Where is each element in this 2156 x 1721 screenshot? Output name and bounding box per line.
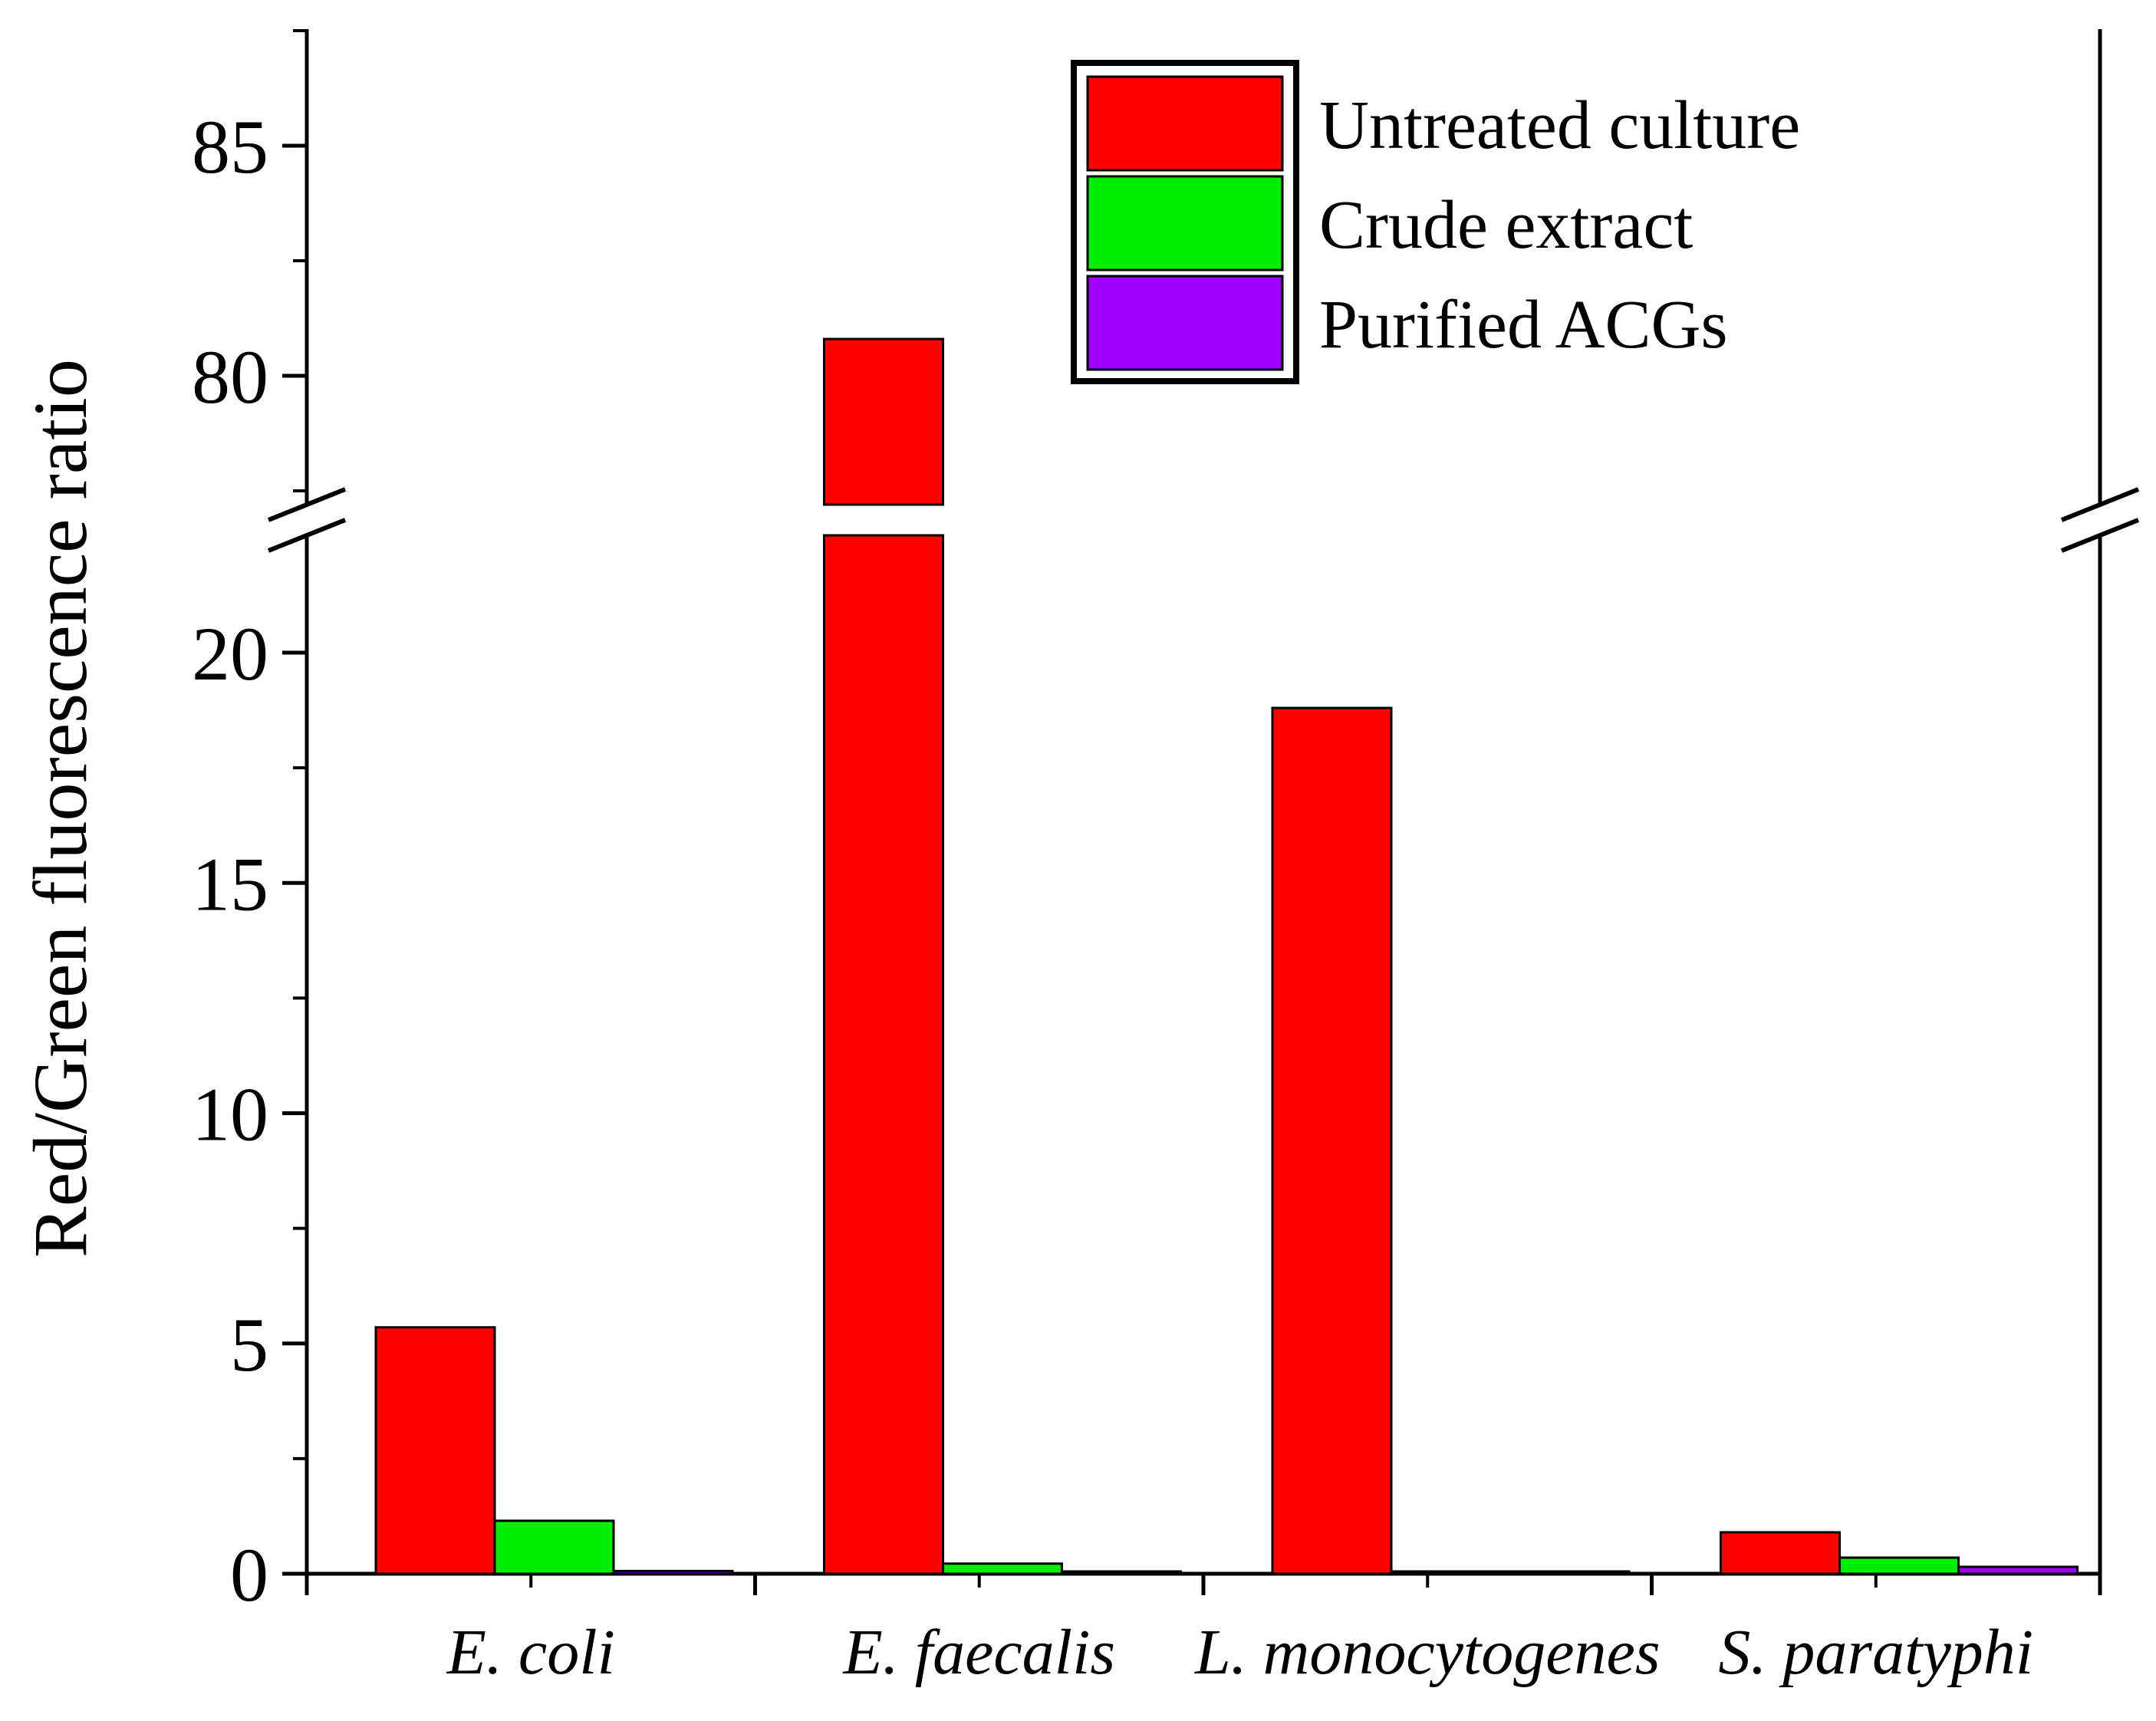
axis-break-marks — [267, 487, 2140, 553]
right-break-mark — [2060, 487, 2140, 522]
category-label: L. monocytogenes — [1194, 1617, 1661, 1688]
left-break-mark — [267, 487, 347, 522]
y-tick-label: 15 — [192, 841, 268, 926]
legend-swatch — [1086, 275, 1284, 371]
bar-crude-extract — [493, 1519, 615, 1575]
bar-untreated-culture-upper — [823, 337, 944, 506]
bar-untreated-culture — [1720, 1531, 1841, 1575]
bar-untreated-culture — [374, 1326, 496, 1575]
category-label: E. coli — [446, 1617, 615, 1688]
y-tick-label: 5 — [230, 1302, 268, 1387]
y-tick-label: 20 — [192, 611, 268, 696]
left-break-mark — [267, 518, 347, 553]
legend-label: Crude extract — [1319, 187, 1693, 263]
bar-untreated-culture-lower — [823, 534, 944, 1575]
bar-crude-extract — [942, 1562, 1063, 1575]
bar-purified-acgs — [1509, 1570, 1631, 1575]
bar-purified-acgs — [1061, 1570, 1182, 1575]
y-axis-title: Red/Green fluorescence ratio — [18, 359, 103, 1258]
x-tick-labels: E. coli E. faecalis L. monocytogenes S. par… — [446, 1617, 2033, 1688]
category-label: E. faecalis — [842, 1617, 1115, 1688]
legend: Untreated culture Crude extract Purified A… — [1071, 60, 1800, 384]
bar-crude-extract — [1390, 1570, 1512, 1575]
y-tick-label: 10 — [192, 1072, 268, 1157]
y-tick-label: 80 — [192, 334, 268, 420]
bar-crude-extract — [1838, 1556, 1960, 1575]
bars-group — [374, 337, 2079, 1575]
x-ticks — [304, 1574, 2102, 1595]
bar-purified-acgs — [612, 1569, 734, 1575]
y-tick-label: 0 — [230, 1532, 268, 1617]
legend-swatch — [1086, 175, 1284, 271]
legend-label: Purified ACGs — [1319, 287, 1728, 363]
legend-swatch — [1086, 75, 1284, 172]
bar-purified-acgs — [1957, 1565, 2079, 1575]
right-break-mark — [2060, 518, 2140, 553]
y-tick-label: 85 — [192, 104, 268, 189]
legend-label: Untreated culture — [1319, 87, 1800, 163]
bar-untreated-culture — [1271, 706, 1393, 1575]
category-label: S. paratyphi — [1718, 1617, 2033, 1688]
y-ticks: 0 5 10 15 20 80 85 — [192, 29, 307, 1617]
